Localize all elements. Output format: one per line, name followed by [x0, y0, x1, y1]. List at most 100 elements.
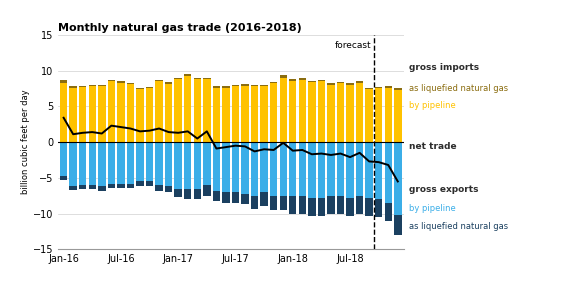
Bar — [375, 88, 382, 142]
Bar — [60, 83, 67, 142]
Bar — [165, 84, 173, 142]
Bar — [193, 188, 201, 199]
Bar — [98, 86, 105, 142]
Bar — [203, 185, 211, 196]
Bar — [394, 90, 401, 142]
Bar — [146, 142, 153, 182]
Bar — [136, 89, 144, 142]
Bar — [241, 86, 249, 142]
Bar — [270, 142, 277, 196]
Text: by pipeline: by pipeline — [409, 204, 455, 213]
Bar — [299, 80, 306, 142]
Text: gross imports: gross imports — [409, 63, 479, 72]
Bar — [308, 82, 316, 142]
Bar — [212, 191, 220, 202]
Bar — [270, 84, 277, 142]
Bar — [174, 78, 182, 79]
Bar — [346, 142, 354, 198]
Bar — [375, 142, 382, 199]
Bar — [89, 185, 96, 189]
Bar — [280, 142, 287, 196]
Bar — [184, 142, 192, 188]
Bar — [117, 184, 124, 188]
Bar — [384, 142, 392, 203]
Bar — [251, 196, 258, 209]
Bar — [346, 84, 354, 85]
Bar — [165, 186, 173, 192]
Bar — [327, 84, 335, 85]
Bar — [222, 88, 230, 142]
Bar — [280, 196, 287, 210]
Bar — [346, 198, 354, 216]
Bar — [184, 76, 192, 142]
Bar — [79, 86, 86, 87]
Bar — [69, 88, 77, 142]
Bar — [127, 142, 134, 184]
Bar — [337, 142, 345, 196]
Bar — [69, 86, 77, 88]
Bar — [222, 192, 230, 203]
Bar — [384, 203, 392, 221]
Bar — [356, 142, 364, 196]
Bar — [289, 196, 296, 214]
Bar — [241, 84, 249, 86]
Bar — [318, 81, 325, 142]
Bar — [241, 142, 249, 194]
Bar — [146, 87, 153, 88]
Bar — [356, 196, 364, 214]
Bar — [337, 82, 345, 84]
Text: forecast: forecast — [335, 41, 371, 50]
Bar — [394, 215, 401, 235]
Bar — [89, 85, 96, 86]
Y-axis label: billion cubic feet per day: billion cubic feet per day — [21, 90, 30, 194]
Bar — [365, 198, 373, 216]
Bar — [79, 142, 86, 185]
Bar — [203, 78, 211, 79]
Bar — [165, 82, 173, 84]
Bar — [318, 142, 325, 198]
Text: by pipeline: by pipeline — [409, 101, 455, 110]
Bar — [327, 85, 335, 142]
Bar — [270, 82, 277, 84]
Bar — [280, 75, 287, 78]
Bar — [222, 142, 230, 192]
Bar — [155, 81, 163, 142]
Bar — [174, 142, 182, 188]
Bar — [98, 85, 105, 86]
Bar — [212, 88, 220, 142]
Bar — [89, 142, 96, 185]
Bar — [108, 184, 115, 188]
Bar — [108, 80, 115, 81]
Bar — [375, 199, 382, 217]
Bar — [327, 142, 335, 196]
Bar — [136, 88, 144, 89]
Bar — [375, 87, 382, 88]
Bar — [193, 79, 201, 142]
Bar — [155, 142, 163, 185]
Bar — [289, 79, 296, 81]
Bar — [98, 142, 105, 186]
Bar — [60, 142, 67, 176]
Bar — [136, 182, 144, 186]
Bar — [136, 142, 144, 182]
Bar — [212, 142, 220, 191]
Bar — [155, 185, 163, 191]
Bar — [184, 74, 192, 76]
Bar — [60, 176, 67, 180]
Bar — [127, 84, 134, 142]
Bar — [232, 86, 239, 142]
Bar — [184, 188, 192, 199]
Bar — [241, 194, 249, 204]
Bar — [251, 86, 258, 142]
Text: gross exports: gross exports — [409, 185, 478, 194]
Bar — [193, 78, 201, 79]
Bar — [394, 88, 401, 90]
Bar — [384, 86, 392, 88]
Bar — [98, 186, 105, 191]
Bar — [261, 192, 268, 206]
Bar — [174, 79, 182, 142]
Bar — [165, 142, 173, 186]
Bar — [79, 185, 86, 189]
Bar — [69, 142, 77, 186]
Bar — [108, 142, 115, 184]
